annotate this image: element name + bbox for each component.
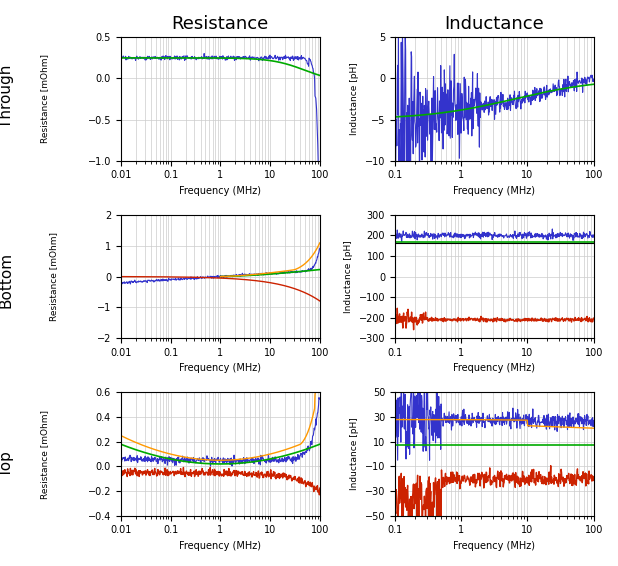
X-axis label: Frequency (MHz): Frequency (MHz) — [179, 363, 261, 374]
Text: Through: Through — [0, 65, 14, 128]
X-axis label: Frequency (MHz): Frequency (MHz) — [179, 186, 261, 196]
Y-axis label: Resistance [mOhm]: Resistance [mOhm] — [49, 232, 58, 321]
Text: Top: Top — [0, 451, 14, 477]
Y-axis label: Inductance [pH]: Inductance [pH] — [350, 418, 359, 491]
X-axis label: Frequency (MHz): Frequency (MHz) — [454, 541, 535, 551]
Y-axis label: Resistance [mOhm]: Resistance [mOhm] — [40, 410, 49, 499]
X-axis label: Frequency (MHz): Frequency (MHz) — [454, 186, 535, 196]
Y-axis label: Resistance [mOhm]: Resistance [mOhm] — [40, 54, 49, 143]
Y-axis label: Inductance [pH]: Inductance [pH] — [350, 63, 359, 135]
Text: Bottom: Bottom — [0, 252, 14, 308]
Y-axis label: Inductance [pH]: Inductance [pH] — [344, 240, 353, 313]
X-axis label: Frequency (MHz): Frequency (MHz) — [179, 541, 261, 551]
X-axis label: Frequency (MHz): Frequency (MHz) — [454, 363, 535, 374]
Title: Inductance: Inductance — [444, 15, 544, 33]
Title: Resistance: Resistance — [172, 15, 269, 33]
